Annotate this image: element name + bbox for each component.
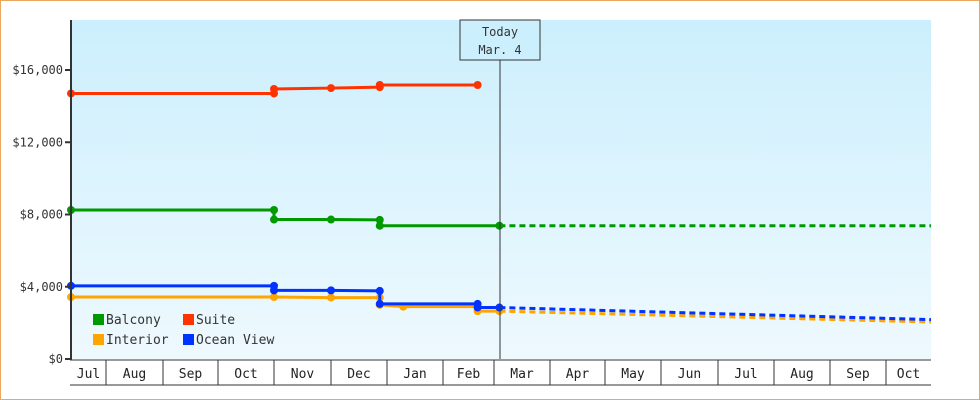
legend-item-interior[interactable]: Interior — [93, 333, 169, 348]
today-box — [459, 19, 541, 61]
projection-line — [499, 306, 932, 322]
x-month-label: Apr — [566, 367, 590, 382]
legend-swatch — [183, 314, 194, 325]
x-month-label: Jun — [678, 367, 701, 382]
series-suite — [67, 80, 482, 98]
data-point[interactable] — [375, 80, 384, 89]
y-tick-label: $8,000 — [20, 208, 63, 222]
x-month-label: Aug — [790, 367, 813, 382]
today-label: Today — [482, 25, 518, 39]
data-point[interactable] — [375, 299, 384, 308]
series-balcony — [67, 205, 931, 230]
x-month-label: Feb — [457, 367, 481, 382]
data-point[interactable] — [375, 221, 384, 230]
x-month-label: Sep — [179, 367, 203, 382]
legend-swatch — [93, 314, 104, 325]
data-point[interactable] — [495, 303, 504, 312]
data-point[interactable] — [375, 215, 384, 224]
x-month-label: Oct — [234, 367, 257, 382]
data-point[interactable] — [495, 221, 504, 230]
x-month-label: Oct — [897, 367, 920, 382]
today-date: Mar. 4 — [478, 43, 521, 57]
y-tick-label: $4,000 — [20, 280, 63, 294]
legend-label: Ocean View — [196, 333, 274, 348]
data-point[interactable] — [327, 84, 335, 93]
legend-swatch — [183, 334, 194, 345]
x-month-label: Aug — [123, 367, 146, 382]
data-point[interactable] — [327, 293, 335, 302]
x-month-label: May — [621, 367, 645, 382]
y-tick-label: $12,000 — [12, 135, 63, 149]
legend-label: Suite — [196, 313, 235, 328]
x-month-label: Jul — [734, 367, 757, 382]
series-layer — [67, 80, 932, 324]
x-month-label: Sep — [846, 367, 870, 382]
legend-label: Balcony — [106, 313, 161, 328]
x-month-label: Nov — [291, 367, 315, 382]
legend-label: Interior — [106, 333, 169, 348]
data-point[interactable] — [375, 286, 384, 295]
legend-item-ocean-view[interactable]: Ocean View — [183, 333, 274, 348]
axes: $0 $4,000 $8,000 $12,000 $16,000 Jul Aug Sep Oct… — [12, 20, 931, 386]
series-ocean-view — [67, 281, 932, 322]
projection-line — [499, 309, 932, 324]
data-point[interactable] — [270, 286, 278, 295]
data-point[interactable] — [270, 215, 278, 224]
legend-item-suite[interactable]: Suite — [183, 313, 235, 328]
legend-item-balcony[interactable]: Balcony — [93, 313, 161, 328]
x-month-label: Jul — [77, 367, 100, 382]
data-point[interactable] — [270, 293, 278, 302]
legend: Balcony Suite Interior Ocean View — [93, 313, 274, 348]
data-point[interactable] — [473, 303, 482, 312]
data-point[interactable] — [327, 215, 335, 224]
plot-area — [72, 20, 931, 359]
x-month-label: Jan — [403, 367, 426, 382]
data-point[interactable] — [327, 286, 335, 295]
legend-swatch — [93, 334, 104, 345]
y-tick-label: $16,000 — [12, 63, 63, 77]
data-point[interactable] — [270, 205, 278, 214]
data-point[interactable] — [270, 84, 278, 93]
x-month-label: Mar — [510, 367, 534, 382]
today-marker: Today Mar. 4 — [459, 19, 541, 359]
y-tick-label: $0 — [49, 352, 63, 366]
data-point[interactable] — [473, 80, 482, 89]
x-month-label: Dec — [347, 367, 370, 382]
